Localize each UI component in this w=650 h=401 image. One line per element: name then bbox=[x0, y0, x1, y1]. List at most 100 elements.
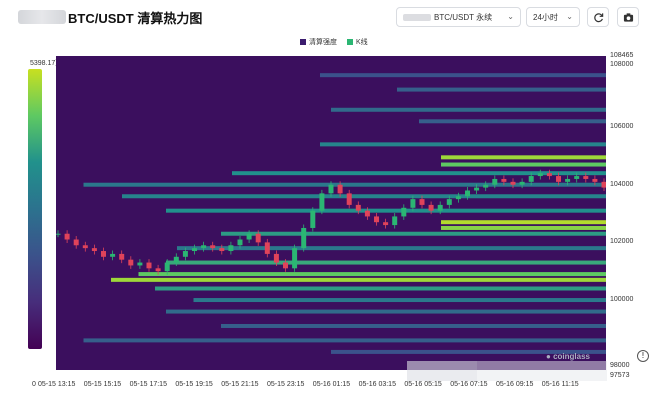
kline-candle bbox=[392, 216, 398, 226]
colorbar[interactable] bbox=[28, 69, 42, 349]
watermark-icon: ● bbox=[546, 352, 554, 361]
x-axis: 05-15 13:15 05-15 15:15 05-15 17:15 05-15 1… bbox=[38, 381, 616, 393]
x-tick-label: 05-15 23:15 bbox=[267, 381, 305, 388]
kline-candle bbox=[483, 184, 489, 188]
kline-candle bbox=[337, 184, 343, 194]
kline-candle bbox=[137, 262, 143, 266]
liquidation-band bbox=[441, 225, 606, 230]
kline-candle bbox=[82, 245, 88, 249]
legend-label: K线 bbox=[356, 39, 368, 46]
liquidation-band bbox=[177, 246, 606, 251]
liquidation-band bbox=[331, 349, 606, 354]
time-range-select[interactable]: 24小时 ⌄ bbox=[526, 7, 580, 27]
y-tick-label: 98000 bbox=[610, 362, 630, 369]
kline-candle bbox=[101, 251, 106, 257]
liquidation-band bbox=[441, 162, 606, 167]
legend-label: 清算强度 bbox=[309, 39, 337, 46]
liquidation-band bbox=[138, 272, 606, 277]
x-tick-label: 05-15 15:15 bbox=[83, 381, 122, 388]
x-tick-label: 05-16 09:15 bbox=[496, 381, 534, 388]
y-tick-label: 97573 bbox=[610, 372, 630, 379]
kline-candle bbox=[401, 207, 407, 217]
kline-candle bbox=[228, 245, 234, 252]
kline-candle bbox=[201, 245, 207, 249]
time-range-value: 24小时 bbox=[533, 12, 558, 22]
brand-logo bbox=[18, 10, 66, 24]
range-brush[interactable] bbox=[407, 361, 477, 381]
y-axis: 108465 108000 106000 104000 102000 100000 9800… bbox=[608, 50, 650, 382]
y-tick-label: 102000 bbox=[610, 238, 634, 246]
y-tick-label: 104000 bbox=[610, 180, 634, 188]
chevron-down-icon: ⌄ bbox=[566, 12, 573, 21]
refresh-button[interactable] bbox=[587, 7, 609, 27]
liquidation-band bbox=[155, 286, 606, 291]
legend-item-liquidation[interactable]: 清算强度 bbox=[300, 37, 337, 47]
kline-candle bbox=[592, 178, 598, 182]
kline-candle bbox=[64, 233, 70, 240]
kline-candle bbox=[128, 259, 134, 266]
kline-candle bbox=[73, 239, 79, 246]
kline-candle bbox=[492, 178, 498, 185]
y-tick-label: 106000 bbox=[610, 123, 634, 131]
kline-candle bbox=[273, 253, 279, 263]
kline-candle bbox=[510, 181, 516, 185]
info-icon[interactable]: ! bbox=[637, 350, 649, 362]
liquidation-band bbox=[221, 231, 606, 236]
kline-candle bbox=[292, 248, 298, 269]
liquidation-band bbox=[441, 220, 606, 225]
liquidation-band bbox=[122, 194, 606, 199]
kline-candle bbox=[328, 184, 334, 194]
kline-candle bbox=[210, 245, 216, 249]
kline-candle bbox=[601, 181, 606, 188]
kline-candle bbox=[537, 173, 543, 177]
liquidation-heatmap[interactable] bbox=[56, 56, 606, 370]
liquidation-band bbox=[320, 142, 606, 147]
refresh-icon bbox=[593, 12, 603, 22]
watermark: ● coinglass bbox=[546, 352, 590, 361]
x-tick-label: 05-15 21:15 bbox=[221, 381, 259, 388]
pair-select[interactable]: BTC/USDT 永续 ⌄ bbox=[396, 7, 521, 27]
liquidation-band bbox=[441, 155, 606, 160]
y-tick-label: 108000 bbox=[610, 61, 634, 68]
y-tick-label: 108465 bbox=[610, 52, 634, 59]
kline-candle bbox=[556, 176, 561, 182]
kline-candle bbox=[501, 178, 507, 182]
camera-icon bbox=[623, 12, 633, 22]
x-tick-label: 05-15 19:15 bbox=[175, 381, 213, 388]
kline-candle bbox=[237, 239, 243, 246]
chevron-down-icon: ⌄ bbox=[507, 12, 514, 21]
colorbar-min-label: 0 bbox=[32, 381, 36, 388]
kline-candle bbox=[364, 210, 370, 217]
kline-candle bbox=[355, 204, 361, 211]
liquidation-band bbox=[221, 323, 606, 328]
liquidation-band bbox=[331, 107, 606, 112]
liquidation-band bbox=[166, 208, 606, 213]
kline-candle bbox=[428, 204, 434, 211]
legend-item-kline[interactable]: K线 bbox=[347, 37, 368, 47]
screenshot-button[interactable] bbox=[617, 7, 639, 27]
kline-candle bbox=[164, 262, 170, 272]
page-title: BTC/USDT 清算热力图 bbox=[68, 11, 203, 26]
kline-candle bbox=[474, 187, 480, 191]
kline-candle bbox=[583, 176, 589, 179]
liquidation-band bbox=[166, 309, 606, 314]
kline-candle bbox=[455, 196, 461, 200]
liquidation-band bbox=[83, 182, 606, 187]
kline-candle bbox=[56, 233, 61, 235]
x-tick-label: 05-16 07:15 bbox=[450, 381, 488, 388]
kline-candle bbox=[255, 233, 261, 243]
kline-candle bbox=[192, 248, 197, 252]
legend-swatch bbox=[300, 39, 306, 46]
heatmap-background bbox=[56, 56, 606, 370]
kline-candle bbox=[519, 181, 525, 185]
x-tick-label: 05-16 01:15 bbox=[312, 381, 351, 388]
kline-candle bbox=[374, 216, 379, 223]
kline-candle bbox=[219, 248, 225, 252]
liquidation-band bbox=[320, 73, 606, 78]
kline-candle bbox=[437, 204, 443, 211]
kline-candle bbox=[246, 233, 252, 240]
kline-candle bbox=[173, 256, 179, 263]
kline-candle bbox=[146, 262, 152, 269]
exchange-logo bbox=[403, 13, 431, 21]
liquidation-band bbox=[193, 298, 606, 303]
